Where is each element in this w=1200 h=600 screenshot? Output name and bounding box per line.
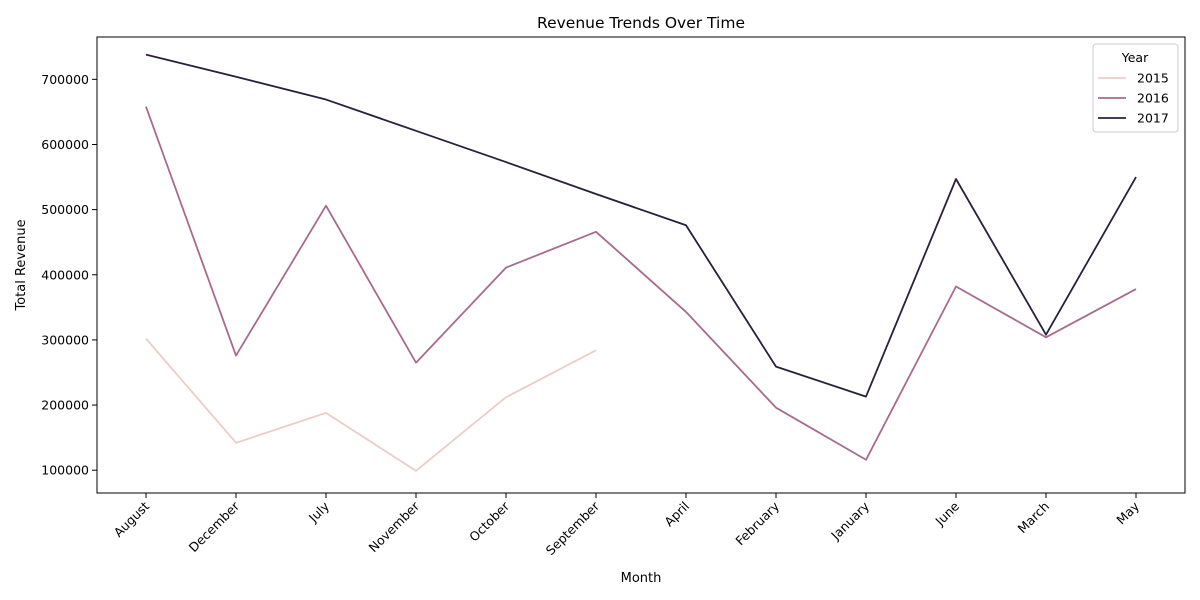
legend-label-2016: 2016 [1137, 91, 1169, 106]
x-axis-label: Month [621, 571, 662, 586]
x-tick-label: June [932, 498, 963, 529]
x-tick-label: April [661, 499, 692, 530]
legend-label-2015: 2015 [1137, 71, 1169, 86]
x-tick-label: February [732, 498, 782, 548]
x-tick-label: May [1113, 498, 1142, 527]
x-tick-label: October [466, 498, 513, 545]
y-tick-label: 400000 [41, 267, 89, 282]
legend-label-2017: 2017 [1137, 111, 1169, 126]
y-axis-label: Total Revenue [14, 219, 29, 311]
series-line-2016 [145, 106, 1137, 461]
plot-area-frame [96, 36, 1186, 494]
x-tick-label: January [827, 498, 872, 543]
legend-title: Year [1121, 50, 1149, 65]
chart-title: Revenue Trends Over Time [537, 14, 745, 32]
x-tick-label: August [111, 498, 153, 540]
x-tick-label: November [366, 498, 423, 555]
y-tick-label: 600000 [41, 137, 89, 152]
x-tick-label: March [1015, 499, 1053, 537]
y-tick-label: 200000 [41, 398, 89, 413]
y-tick-label: 100000 [41, 463, 89, 478]
legend: Year 2015 2016 2017 [1092, 43, 1179, 133]
x-tick-label: September [543, 498, 603, 558]
y-tick-label: 300000 [41, 332, 89, 347]
y-tick-label: 500000 [41, 202, 89, 217]
series-line-2017 [145, 53, 1137, 398]
y-tick-label: 700000 [41, 72, 89, 87]
legend-box [1092, 43, 1179, 133]
x-tick-label: July [305, 498, 333, 526]
series-line-2015 [145, 338, 597, 472]
x-tick-label: December [186, 498, 243, 555]
